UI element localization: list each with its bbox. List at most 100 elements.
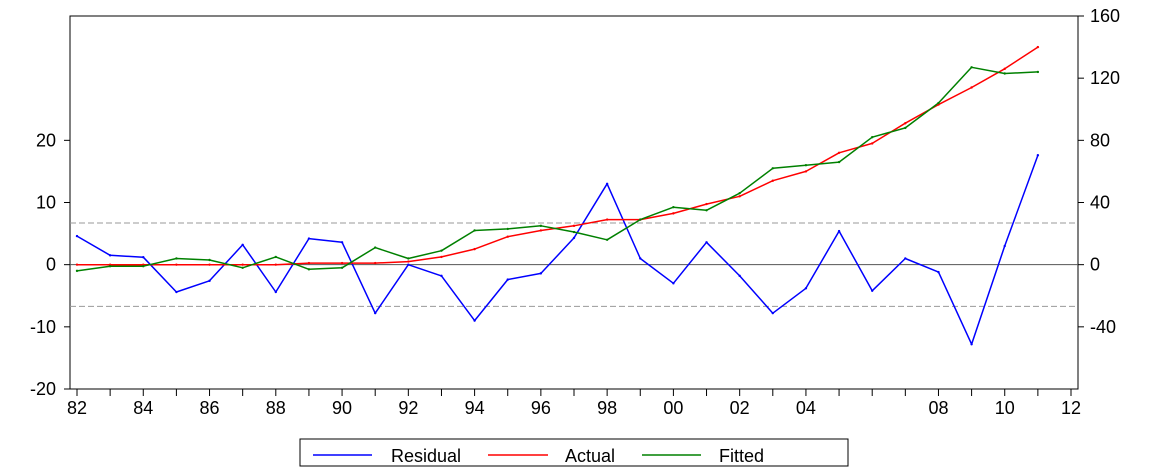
residual-data-point [175, 290, 178, 294]
residual-data-point [871, 289, 874, 292]
residual-data-point [804, 287, 808, 290]
actual-data-point [970, 86, 973, 89]
fitted-data-point [241, 266, 244, 269]
actual-series-line [77, 46, 1039, 266]
fitted-data-point [904, 126, 907, 130]
right-tick-label: 120 [1090, 68, 1120, 88]
fitted-data-point [274, 255, 277, 259]
fitted-data-point [605, 238, 609, 241]
fitted-data-point [937, 101, 940, 105]
actual-data-point [175, 263, 178, 266]
fitted-data-point [142, 265, 145, 268]
fitted-data-point [738, 191, 741, 195]
left-tick-label: -10 [30, 317, 56, 337]
fitted-data-point [639, 218, 642, 221]
residual-data-point [605, 182, 609, 186]
residual-data-point [307, 237, 311, 240]
actual-data-point [75, 263, 79, 266]
residual-data-point [340, 241, 344, 244]
residual-data-point [506, 278, 509, 281]
residual-data-point [738, 274, 741, 278]
residual-data-point [672, 282, 675, 285]
fitted-data-point [970, 66, 973, 69]
legend: Residual Actual Fitted [299, 438, 849, 467]
left-tick-label: -20 [30, 379, 56, 399]
actual-data-point [506, 235, 509, 238]
residual-data-point [374, 311, 377, 315]
fitted-data-point [1003, 72, 1006, 75]
x-tick-label: 10 [995, 398, 1015, 418]
residual-data-point [473, 319, 476, 322]
fitted-data-point [672, 205, 675, 209]
actual-data-point [672, 212, 675, 215]
residual-data-point [1003, 244, 1006, 248]
actual-data-point [473, 247, 476, 251]
actual-data-point [871, 142, 874, 145]
residual-data-point [639, 257, 642, 260]
fitted-data-point [75, 269, 79, 273]
fitted-series-line [76, 66, 1038, 272]
right-tick-label: -40 [1090, 317, 1116, 337]
residual-data-point [837, 229, 841, 233]
residual-data-point [904, 257, 907, 260]
actual-data-point [440, 255, 443, 259]
fitted-data-point [473, 229, 476, 232]
x-tick-label: 12 [1061, 398, 1081, 418]
actual-data-point [340, 261, 344, 265]
x-tick-label: 88 [266, 398, 286, 418]
x-tick-label: 96 [531, 398, 551, 418]
actual-data-point [605, 218, 609, 221]
residual-data-point [75, 234, 79, 238]
x-tick-label: 08 [928, 398, 948, 418]
fitted-data-point [572, 230, 576, 234]
fitted-data-point [705, 209, 708, 212]
fitted-data-point [771, 167, 774, 170]
actual-data-point [1003, 67, 1006, 71]
fitted-data-point [440, 249, 443, 252]
fitted-data-point [307, 268, 311, 271]
x-tick-label: 82 [67, 398, 87, 418]
actual-data-point [374, 261, 377, 265]
right-tick-label: 0 [1090, 255, 1100, 275]
actual-data-point [208, 263, 211, 266]
fitted-data-point [374, 246, 377, 249]
fitted-data-point [340, 266, 344, 269]
fitted-data-point [871, 136, 874, 139]
residual-data-point [108, 254, 112, 257]
actual-data-point [837, 151, 841, 154]
residual-data-point [572, 236, 576, 240]
fitted-data-point [539, 224, 543, 228]
fitted-data-point [208, 258, 211, 262]
axes: 82 84 86 88 90 92 94 96 98 00 02 04 08 10 12 -20 -10 0 10 2… [30, 6, 1120, 418]
x-tick-label: 92 [398, 398, 418, 418]
fitted-data-point [407, 257, 410, 260]
actual-data-point [307, 261, 311, 265]
actual-data-point [771, 179, 774, 182]
x-tick-label: 98 [597, 398, 617, 418]
fitted-data-point [108, 265, 112, 268]
x-tick-label: 04 [796, 398, 816, 418]
series-points [75, 45, 1040, 346]
left-tick-label: 0 [46, 255, 56, 275]
actual-data-point [407, 260, 410, 263]
residual-data-point [208, 279, 211, 283]
residual-data-point [1036, 154, 1040, 157]
legend-box [299, 438, 849, 467]
residual-data-point [771, 311, 774, 315]
actual-data-point [738, 195, 741, 198]
x-tick-label: 84 [133, 398, 153, 418]
residual-data-point [937, 270, 940, 274]
fitted-legend-label: Fitted [719, 446, 764, 466]
actual-data-point [572, 224, 576, 228]
left-tick-label: 20 [36, 130, 56, 150]
fitted-data-point [175, 257, 178, 260]
plot-border [69, 15, 1079, 390]
actual-data-point [539, 229, 543, 232]
residual-data-point [539, 272, 543, 275]
x-tick-label: 94 [465, 398, 485, 418]
fitted-data-point [1036, 70, 1040, 74]
x-tick-label: 00 [663, 398, 683, 418]
actual-data-point [804, 170, 808, 173]
residual-data-point [705, 241, 708, 244]
residual-data-point [241, 243, 244, 246]
